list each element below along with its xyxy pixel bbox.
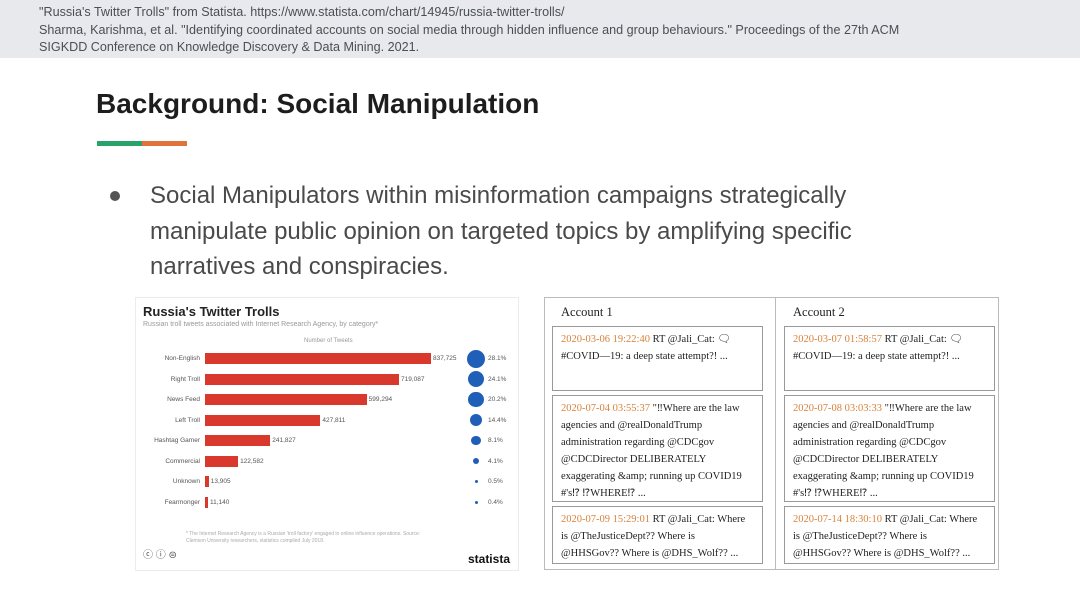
chart-bar: [205, 435, 271, 446]
tweet-timestamp: 2020-03-07 01:58:57: [793, 334, 882, 345]
chart-category-label: Fearmonger: [164, 498, 200, 506]
chart-share-dot: [472, 457, 480, 465]
tweets-comparison-panel: Account 1 Account 2 2020-03-06 19:22:40 …: [544, 297, 999, 570]
chart-percent-label: 0.4%: [488, 498, 503, 506]
chart-category-label: Unknown: [172, 478, 200, 485]
chart-percent-label: 28.1%: [488, 355, 507, 362]
creative-commons-icon: ⓒ ⓘ ⊜: [143, 550, 177, 561]
chart-category-label: News Feed: [167, 396, 200, 403]
statista-chart: Russia's Twitter Trolls Russian troll tw…: [135, 297, 519, 571]
reference-line-1: "Russia's Twitter Trolls" from Statista.…: [39, 5, 565, 19]
tweet-card: 2020-03-07 01:58:57 RT @Jali_Cat: 🗨#COVI…: [784, 326, 995, 391]
reference-line-2: Sharma, Karishma, et al. "Identifying co…: [39, 23, 900, 37]
chart-title: Russia's Twitter Trolls: [143, 304, 280, 319]
chart-percent-label: 14.4%: [488, 416, 507, 424]
chart-value-label: 122,582: [240, 457, 264, 465]
tweet-card: 2020-03-06 19:22:40 RT @Jali_Cat: 🗨#COVI…: [552, 326, 763, 391]
tweet-timestamp: 2020-03-06 19:22:40: [561, 334, 650, 345]
tweet-card: 2020-07-04 03:55:37 "‼Where are the law …: [552, 395, 763, 502]
tweet-text: RT @Jali_Cat: Where is @TheJusticeDept??…: [793, 514, 978, 559]
tweet-text: RT @Jali_Cat: Where is @TheJusticeDept??…: [561, 514, 746, 559]
chart-category-label: Left Troll: [175, 416, 200, 424]
chart-bar: [205, 394, 367, 405]
chart-value-label: 427,811: [322, 416, 346, 424]
chart-bar: [205, 414, 321, 426]
column-divider: [775, 298, 776, 569]
chart-share-dot: [474, 480, 478, 483]
chart-bar: [205, 496, 208, 508]
tweet-text: RT @Jali_Cat: 🗨#COVID—19: a deep state a…: [793, 334, 963, 362]
tweet-timestamp: 2020-07-09 15:29:01: [561, 514, 650, 525]
chart-category-label: Commercial: [165, 457, 200, 465]
statista-logo: statista: [467, 552, 510, 566]
chart-subtitle: Russian troll tweets associated with Int…: [143, 321, 379, 328]
chart-value-label: 241,827: [272, 437, 296, 444]
chart-bar: [205, 373, 399, 385]
chart-bar: [205, 476, 209, 487]
chart-share-dot: [467, 349, 485, 368]
chart-share-dot: [467, 370, 485, 388]
title-underline-orange: [142, 141, 187, 146]
tweet-text: RT @Jali_Cat: 🗨#COVID—19: a deep state a…: [561, 334, 731, 362]
chart-column-header: Number of Tweets: [304, 338, 353, 344]
chart-footnote: * The Internet Research Agency is a Russ…: [186, 531, 421, 544]
chart-value-label: 599,294: [368, 396, 393, 403]
chart-percent-label: 24.1%: [488, 375, 507, 383]
chart-value-label: 13,905: [210, 478, 231, 485]
tweet-text: "‼Where are the law agencies and @realDo…: [793, 403, 974, 499]
tweet-text: "‼Where are the law agencies and @realDo…: [561, 403, 742, 499]
chart-share-dot: [471, 435, 481, 446]
chart-category-label: Right Troll: [170, 375, 200, 383]
chart-share-dot: [474, 500, 478, 504]
bullet-text: Social Manipulators within misinformatio…: [150, 182, 852, 280]
tweet-card: 2020-07-08 03:03:33 "‼Where are the law …: [784, 395, 995, 502]
chart-category-label: Hashtag Gamer: [154, 437, 200, 444]
bullet-dot: [110, 191, 120, 201]
tweet-timestamp: 2020-07-04 03:55:37: [561, 403, 650, 414]
chart-bar: [205, 353, 431, 364]
tweet-card: 2020-07-14 18:30:10 RT @Jali_Cat: Where …: [784, 506, 995, 564]
chart-share-dot: [468, 391, 484, 408]
chart-value-label: 11,140: [210, 498, 230, 506]
title-underline-green: [97, 141, 142, 146]
account-1-label: Account 1: [561, 305, 613, 319]
slide-title: Background: Social Manipulation: [96, 88, 540, 119]
chart-percent-label: 8.1%: [488, 437, 503, 444]
chart-percent-label: 4.1%: [488, 457, 503, 465]
chart-value-label: 719,087: [400, 375, 425, 383]
chart-category-label: Non-English: [164, 355, 200, 362]
tweet-card: 2020-07-09 15:29:01 RT @Jali_Cat: Where …: [552, 506, 763, 564]
tweet-timestamp: 2020-07-08 03:03:33: [793, 403, 882, 414]
references-banner: "Russia's Twitter Trolls" from Statista.…: [0, 0, 1080, 58]
chart-percent-label: 20.2%: [488, 396, 507, 403]
chart-percent-label: 0.5%: [488, 478, 503, 485]
reference-line-3: SIGKDD Conference on Knowledge Discovery…: [39, 40, 420, 54]
chart-share-dot: [469, 413, 483, 427]
chart-value-label: 837,725: [433, 355, 457, 362]
account-2-label: Account 2: [793, 305, 845, 319]
tweet-timestamp: 2020-07-14 18:30:10: [793, 514, 882, 525]
chart-bar: [205, 455, 239, 467]
